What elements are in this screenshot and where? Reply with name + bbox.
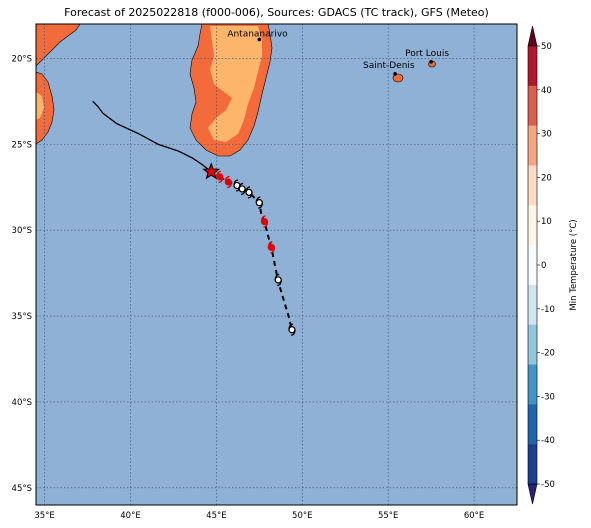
colorbar-segment (528, 165, 537, 206)
colorbar-tick-label: 20 (541, 173, 552, 183)
lat-tick-label: 40°S (12, 398, 32, 408)
colorbar-tick-label: -10 (541, 305, 555, 315)
lon-tick-label: 50°E (292, 511, 312, 521)
madagascar-highlands (208, 26, 262, 142)
lat-tick-label: 20°S (12, 54, 32, 64)
lon-tick-label: 60°E (464, 511, 484, 521)
colorbar-segment (528, 284, 537, 326)
cyclone-symbol (224, 175, 233, 189)
colorbar-tick-label: 50 (541, 42, 552, 52)
colorbar-tick-label: 10 (541, 217, 552, 227)
cyclone-symbol (216, 170, 224, 184)
colorbar-label: Min Temperature (°C) (569, 219, 579, 310)
map-frame (35, 23, 518, 506)
ocean-area (36, 24, 517, 505)
lon-tick-label: 35°E (34, 511, 54, 521)
colorbar-tick-label: -40 (541, 436, 555, 446)
colorbar-segment (528, 85, 537, 126)
colorbar-tick-label: 0 (541, 261, 546, 271)
cyclone-symbol (245, 186, 253, 199)
colorbar-segment (528, 444, 537, 485)
city-labels: Antananarivo Port Louis Saint-Denis (227, 29, 449, 76)
lat-tick-label: 25°S (12, 140, 32, 150)
colorbar-segment (528, 324, 537, 365)
city-marker (257, 37, 262, 42)
colorbar-segment (528, 364, 537, 405)
lon-tick-label: 45°E (206, 511, 226, 521)
lat-tick-label: 35°S (12, 312, 32, 322)
observed-track-line (92, 100, 212, 173)
current-position-star-icon (202, 162, 221, 180)
lon-tick-label: 40°E (120, 511, 140, 521)
cyclone-symbol (267, 241, 275, 254)
colorbar-tick-label: 40 (541, 86, 552, 96)
cyclone-symbol (274, 273, 282, 287)
temperature-colorbar: 50 40 30 20 10 0 -10 -20 -30 -40 -50 (527, 25, 555, 505)
city-label: Saint-Denis (363, 61, 415, 71)
lon-tick-label: 55°E (378, 511, 398, 521)
mozambique-interior (36, 92, 44, 120)
cyclone-symbol (288, 323, 296, 336)
cyclone-symbol (238, 182, 246, 196)
cyclone-track (92, 100, 296, 336)
mozambique-landmass (36, 71, 55, 145)
city-label: Antananarivo (227, 29, 288, 39)
colorbar-segment (528, 46, 537, 87)
city-label: Port Louis (405, 49, 449, 59)
map-title: Forecast of 2025022818 (f000-006), Sourc… (64, 6, 489, 19)
city-marker (429, 59, 433, 64)
city-marker (393, 72, 397, 76)
colorbar-segment (528, 125, 537, 166)
colorbar-bottom-extend (527, 483, 538, 505)
colorbar-segment (528, 404, 537, 445)
colorbar-tick-label: 30 (541, 130, 552, 140)
reunion-island (392, 73, 404, 83)
cyclone-symbol (260, 215, 269, 228)
colorbar-tick-label: -50 (541, 480, 555, 490)
colorbar-segment (528, 205, 537, 246)
colorbar-tick-label: -20 (541, 349, 555, 359)
africa-landmass (36, 24, 81, 67)
colorbar-tick-label: -30 (541, 392, 555, 402)
lat-tick-label: 30°S (12, 226, 32, 236)
cyclone-symbol (255, 196, 263, 209)
colorbar-top-extend (527, 25, 538, 47)
lat-tick-label: 45°S (12, 484, 32, 494)
axis-ticks: 35°E 40°E 45°E 50°E 55°E 60°E 20°S 25°S 30°S 35°S… (12, 54, 485, 521)
colorbar-segment (528, 245, 537, 286)
